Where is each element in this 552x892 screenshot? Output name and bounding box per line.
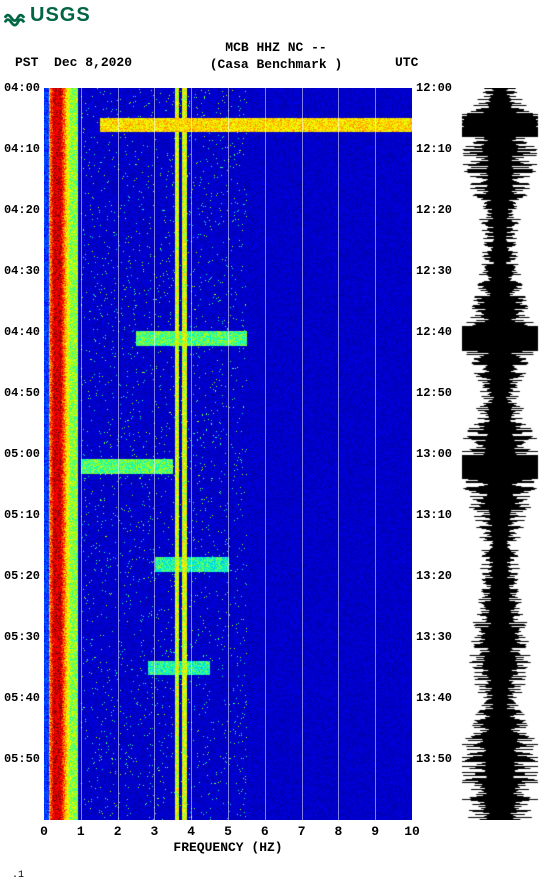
x-tick: 6 bbox=[261, 824, 269, 839]
wave-icon bbox=[4, 5, 26, 27]
y-tick-pst: 04:40 bbox=[4, 325, 40, 339]
y-tick-pst: 04:00 bbox=[4, 81, 40, 95]
x-tick: 0 bbox=[40, 824, 48, 839]
x-tick: 1 bbox=[77, 824, 85, 839]
x-tick: 8 bbox=[334, 824, 342, 839]
y-tick-pst: 04:20 bbox=[4, 203, 40, 217]
x-tick: 10 bbox=[404, 824, 420, 839]
y-tick-utc: 13:20 bbox=[416, 569, 452, 583]
y-tick-utc: 12:30 bbox=[416, 264, 452, 278]
y-tick-utc: 12:50 bbox=[416, 386, 452, 400]
y-tick-utc: 13:10 bbox=[416, 508, 452, 522]
x-tick: 9 bbox=[371, 824, 379, 839]
station-id: MCB HHZ NC -- bbox=[0, 40, 552, 55]
y-tick-utc: 12:00 bbox=[416, 81, 452, 95]
y-tick-pst: 05:10 bbox=[4, 508, 40, 522]
y-tick-pst: 05:00 bbox=[4, 447, 40, 461]
timezone-right: UTC bbox=[395, 55, 418, 70]
y-tick-pst: 05:50 bbox=[4, 752, 40, 766]
y-tick-utc: 13:30 bbox=[416, 630, 452, 644]
x-axis-label: FREQUENCY (HZ) bbox=[44, 840, 412, 855]
waveform-plot bbox=[460, 88, 540, 820]
x-tick: 4 bbox=[187, 824, 195, 839]
y-tick-utc: 12:40 bbox=[416, 325, 452, 339]
x-tick: 7 bbox=[298, 824, 306, 839]
y-tick-pst: 04:50 bbox=[4, 386, 40, 400]
x-tick: 2 bbox=[114, 824, 122, 839]
y-tick-pst: 05:40 bbox=[4, 691, 40, 705]
x-tick: 3 bbox=[150, 824, 158, 839]
y-tick-pst: 05:30 bbox=[4, 630, 40, 644]
logo-text: USGS bbox=[30, 4, 91, 27]
footer-mark: .1 bbox=[12, 870, 24, 881]
y-tick-utc: 13:40 bbox=[416, 691, 452, 705]
waveform-canvas bbox=[460, 88, 540, 820]
y-tick-utc: 12:20 bbox=[416, 203, 452, 217]
usgs-logo: USGS bbox=[4, 4, 91, 27]
y-tick-pst: 05:20 bbox=[4, 569, 40, 583]
x-tick: 5 bbox=[224, 824, 232, 839]
spectrogram-canvas bbox=[44, 88, 412, 820]
spectrogram-plot bbox=[44, 88, 412, 820]
y-tick-utc: 12:10 bbox=[416, 142, 452, 156]
y-tick-utc: 13:50 bbox=[416, 752, 452, 766]
y-tick-utc: 13:00 bbox=[416, 447, 452, 461]
y-tick-pst: 04:10 bbox=[4, 142, 40, 156]
y-tick-pst: 04:30 bbox=[4, 264, 40, 278]
timezone-left: PST Dec 8,2020 bbox=[15, 55, 132, 70]
